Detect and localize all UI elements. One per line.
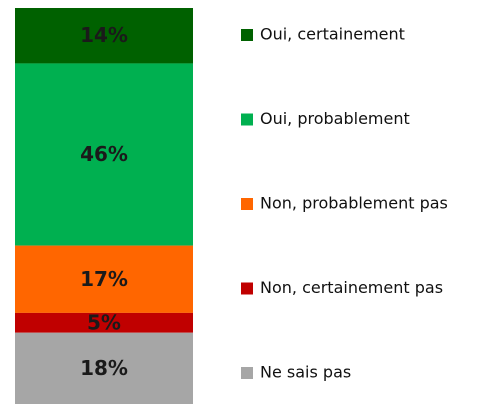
data-label: 18%: [80, 356, 128, 380]
data-label: 46%: [80, 142, 128, 166]
legend-swatch: [241, 113, 253, 126]
legend-label: Ne sais pas: [260, 363, 351, 382]
legend-label: Non, certainement pas: [260, 278, 443, 297]
legend-swatch: [241, 29, 253, 41]
bar-segment: [15, 332, 193, 404]
legend-label: Non, probablement pas: [260, 194, 448, 213]
legend-swatch: [241, 367, 253, 379]
legend-swatch: [241, 198, 253, 210]
data-label: 5%: [87, 310, 121, 334]
bar-segment: [15, 8, 193, 64]
bar-segment: [15, 245, 193, 313]
legend-label: Oui, certainement: [260, 25, 405, 44]
data-label: 17%: [80, 267, 128, 291]
legend-swatch: [241, 282, 253, 295]
legend-label: Oui, probablement: [260, 109, 410, 128]
bar-segment: [15, 312, 193, 333]
bar-segment: [15, 63, 193, 246]
data-label: 14%: [80, 23, 128, 47]
